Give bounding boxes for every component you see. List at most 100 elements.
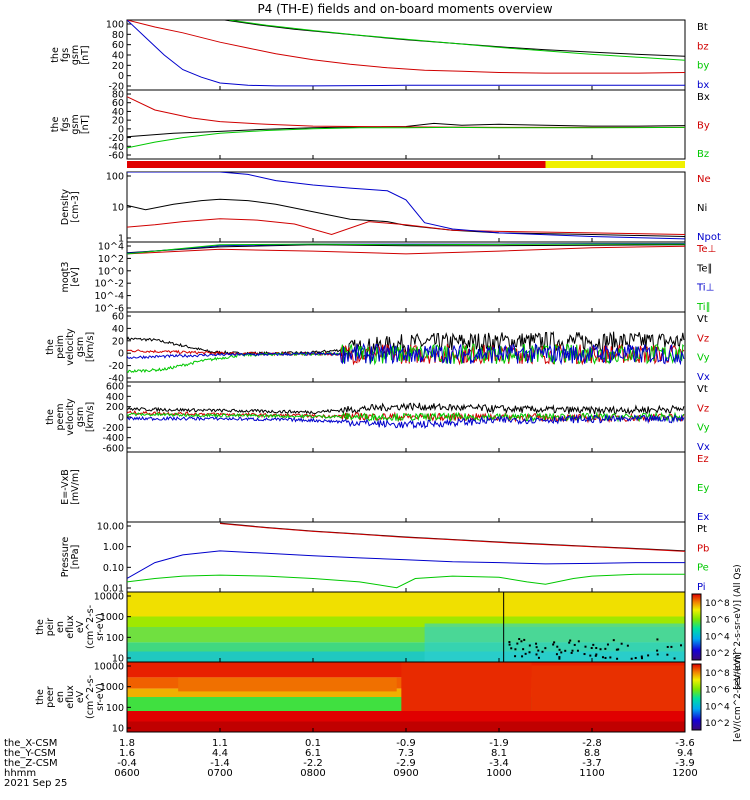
spectrogram-speck (612, 639, 615, 642)
y-axis-label: the (50, 47, 61, 63)
y-tick-label: 0 (118, 124, 124, 135)
spectrogram-speck (634, 656, 637, 659)
footer-row-label: hhmm (4, 768, 36, 779)
series-vy (127, 411, 685, 423)
legend-ez: Ez (697, 454, 709, 465)
series-group (127, 522, 685, 589)
series-bx (127, 122, 685, 138)
spectrogram-speck (592, 643, 595, 646)
y-tick-label: 1000 (100, 612, 124, 623)
y-tick-label: -60 (108, 151, 124, 162)
y-axis-label: peer (45, 686, 56, 708)
footer-value: 1000 (486, 768, 511, 779)
spectrogram-speck (620, 642, 623, 645)
y-tick-label: 60 (112, 312, 124, 323)
y-axis-label: (cm^2-s- (85, 605, 96, 649)
footer: 2021 Sep 25 the_X-CSM 1.8 1.1 0.1 -0.9 -1.9 -2… (4, 738, 698, 789)
colorbar: 10^8 10^6 10^4 10^2 [eV/(cm^2-s-sr-eV)] (691, 652, 743, 742)
footer-value: 8.1 (491, 748, 507, 759)
y-tick-label: 20 (112, 336, 124, 347)
series-group (127, 172, 685, 240)
spectrogram-speck (558, 657, 561, 660)
y-axis-label: peir (45, 618, 56, 637)
footer-value: 0800 (300, 768, 325, 779)
legend-vy: Vy (697, 423, 710, 434)
spectrogram-speck (656, 649, 659, 652)
series-group (127, 243, 685, 255)
y-tick-label: 80 (112, 30, 124, 41)
colorbar-tick: 10^6 (705, 616, 730, 626)
y-axis-label: velocity (65, 398, 76, 436)
y-axis-label: [cm-3] (70, 191, 81, 222)
y-axis-label: gsm (70, 45, 81, 65)
footer-value: -0.4 (117, 758, 137, 769)
series-vt (127, 402, 685, 416)
spectrogram-speck (537, 649, 540, 652)
spectrogram-speck (666, 645, 669, 648)
y-axis-label: peim (55, 335, 66, 359)
y-tick-label: 100 (106, 703, 124, 714)
footer-value: 4.4 (212, 748, 228, 759)
colorbar-gradient (691, 663, 702, 731)
footer-row-label: the_X-CSM (4, 738, 57, 749)
spectrogram-region (531, 665, 685, 711)
footer-value: -1.9 (489, 738, 509, 749)
spectrogram-speck (528, 644, 531, 647)
y-tick-label: 10 (112, 654, 124, 665)
legend-vz: Vz (697, 403, 709, 414)
panel-frame (126, 521, 686, 593)
footer-value: -3.7 (582, 758, 602, 769)
mode-segment-2 (545, 161, 685, 168)
footer-value: 0700 (207, 768, 232, 779)
y-tick-label: 80 (112, 90, 124, 101)
spectrogram-speck (599, 648, 602, 651)
y-tick-label: 10^-2 (94, 279, 124, 290)
spectrogram-speck (535, 653, 538, 656)
y-tick-label: -20 (108, 133, 124, 144)
y-axis-label: sr-eV) (95, 683, 106, 711)
y-axis-label: eV (75, 620, 86, 633)
series-ti (127, 243, 685, 255)
y-axis-label: the (50, 117, 61, 133)
legend-bx: bx (697, 80, 709, 91)
legend-pi: Pi (697, 582, 706, 593)
y-tick-label: 60 (112, 98, 124, 109)
spectrogram-speck (616, 657, 619, 660)
spectrogram-speck (590, 647, 593, 650)
colorbar-tick: 10^2 (705, 649, 730, 659)
colorbar-tick: 10^2 (705, 719, 730, 729)
y-tick-label: 10^-4 (94, 291, 124, 302)
mode-segment-1 (127, 161, 546, 168)
y-tick-label: 0.10 (103, 563, 124, 574)
spectrogram-speck (594, 654, 597, 657)
spectrogram-speck (555, 653, 558, 656)
y-axis-label: peem (55, 404, 66, 431)
footer-value: 7.3 (398, 748, 414, 759)
spectrogram-speck (601, 656, 604, 659)
panel-frame (126, 381, 686, 453)
y-axis-label: [eV] (70, 267, 81, 287)
panel-frame (126, 171, 686, 243)
series-te (127, 244, 685, 254)
colorbar: 10^8 10^6 10^4 10^2 [eV/(cm^2-s-sr-eV)] (All… (691, 564, 743, 690)
spectrogram-speck (583, 653, 586, 656)
footer-value: 1200 (672, 768, 697, 779)
y-tick-label: 10^4 (98, 242, 124, 253)
y-tick-label: 40 (112, 107, 124, 118)
y-tick-label: 400 (106, 392, 124, 403)
panel-frame (126, 311, 686, 383)
y-tick-label: -200 (102, 423, 124, 434)
legend-vx: Vx (697, 372, 710, 383)
colorbar-tick: 10^6 (705, 686, 730, 696)
legend-ex: Ex (697, 512, 709, 523)
spectrogram-speck (604, 647, 607, 650)
spectrogram-speck (564, 649, 567, 652)
y-axis-label: [km/s] (85, 402, 96, 432)
y-tick-label: 10 (112, 724, 124, 735)
series-pb (219, 523, 685, 552)
spectrogram-speck (537, 656, 540, 659)
footer-value: -0.9 (396, 738, 416, 749)
footer-value: 0.1 (305, 738, 321, 749)
